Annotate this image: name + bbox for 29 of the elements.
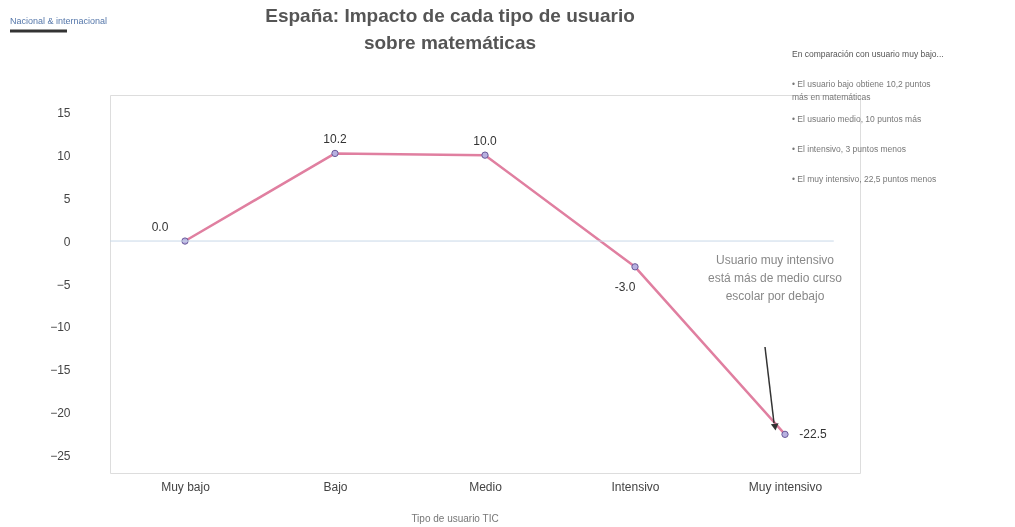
data-label: 10.2 (323, 132, 347, 147)
data-label: 0.0 (151, 220, 169, 235)
y-tick-label: −10 (50, 320, 71, 335)
data-label: -3.0 (614, 279, 636, 294)
y-tick-label: −25 (50, 449, 71, 464)
y-tick-label: −15 (50, 363, 71, 378)
y-tick-label: −20 (50, 406, 71, 421)
x-axis-title: Tipo de usuario TIC (411, 513, 499, 524)
annotation: • El intensivo, 3 puntos menos (792, 144, 907, 154)
data-label: -22.5 (799, 427, 827, 442)
annotation: Usuario muy intensivo está más de medio curso escolar por debajo (707, 253, 843, 303)
y-tick-label: −5 (56, 277, 71, 292)
y-tick-label: 0 (63, 234, 71, 249)
annotation: • El usuario bajo obtiene 10,2 puntos más en matemáticas (792, 79, 931, 102)
x-tick-label: Intensivo (611, 479, 660, 494)
annotation: • El usuario medio, 10 puntos más (792, 114, 922, 124)
x-tick-label: Bajo (323, 479, 348, 494)
annotation: • El muy intensivo, 22,5 puntos menos (792, 174, 937, 184)
x-tick-label: Muy bajo (161, 479, 211, 494)
y-tick-label: 15 (57, 105, 71, 120)
x-tick-label: Muy intensivo (748, 479, 823, 494)
y-tick-label: 5 (63, 191, 71, 206)
text: sobre matemáticas (363, 32, 537, 53)
data-label: 10.0 (473, 134, 497, 149)
text: En comparación con usuario muy bajo... (792, 49, 944, 59)
text: Nacional & internacional (10, 16, 108, 26)
x-tick-label: Medio (469, 479, 503, 494)
text: España: Impacto de cada tipo de usuario (265, 5, 635, 26)
y-tick-label: 10 (57, 148, 71, 163)
